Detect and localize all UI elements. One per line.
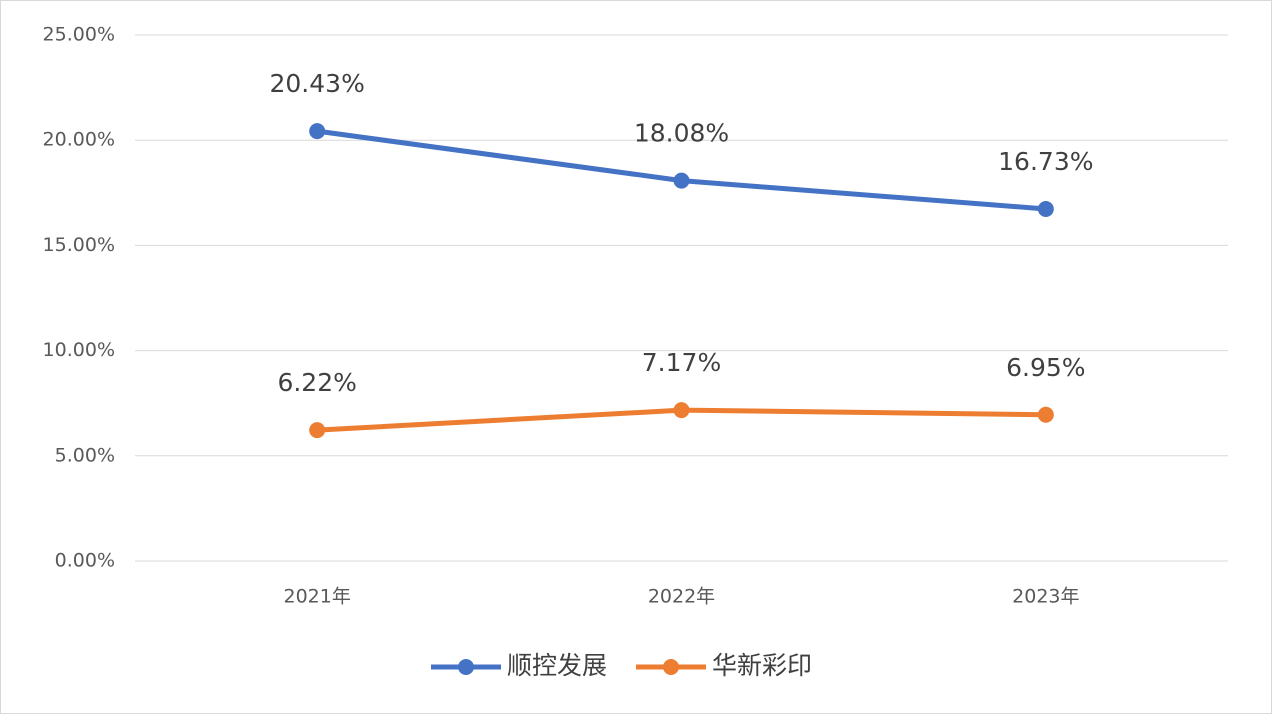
data-point: [1037, 406, 1054, 423]
x-tick-label: 2022年: [648, 586, 715, 608]
data-point: [673, 172, 690, 189]
y-tick-label: 15.00%: [43, 234, 115, 256]
data-label: 16.73%: [998, 147, 1093, 176]
data-point: [673, 402, 690, 419]
y-tick-label: 5.00%: [55, 444, 115, 466]
data-label: 6.22%: [277, 368, 356, 397]
data-point: [309, 422, 326, 439]
data-point: [1037, 201, 1054, 218]
y-tick-label: 0.00%: [55, 550, 115, 572]
y-tick-label: 25.00%: [43, 24, 115, 46]
data-label: 6.95%: [1006, 353, 1085, 382]
y-tick-label: 20.00%: [43, 129, 115, 151]
y-tick-label: 10.00%: [43, 339, 115, 361]
legend-label: 华新彩印: [712, 651, 812, 680]
data-label: 7.17%: [642, 348, 721, 377]
x-tick-label: 2023年: [1012, 586, 1079, 608]
legend-marker: [458, 659, 474, 675]
legend-marker: [663, 659, 679, 675]
legend-label: 顺控发展: [507, 651, 607, 680]
data-point: [309, 123, 326, 140]
data-label: 18.08%: [634, 119, 729, 148]
x-tick-label: 2021年: [283, 586, 350, 608]
data-label: 20.43%: [270, 69, 365, 98]
